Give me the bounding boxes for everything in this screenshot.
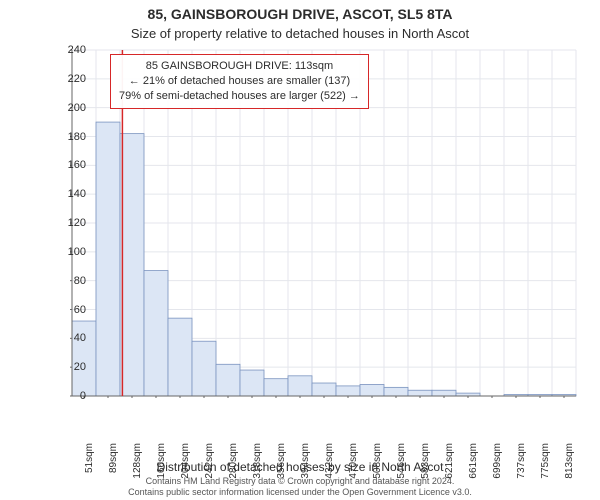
infobox-line2: ← 21% of detached houses are smaller (13… <box>119 74 360 89</box>
y-tick-label: 80 <box>46 275 86 287</box>
y-tick-label: 40 <box>46 332 86 344</box>
x-axis-label: Distribution of detached houses by size … <box>0 460 600 474</box>
y-tick-label: 0 <box>46 390 86 402</box>
y-tick-label: 220 <box>46 73 86 85</box>
y-tick-label: 160 <box>46 159 86 171</box>
chart-infobox: 85 GAINSBOROUGH DRIVE: 113sqm ← 21% of d… <box>110 54 369 109</box>
infobox-line1: 85 GAINSBOROUGH DRIVE: 113sqm <box>119 59 360 74</box>
y-tick-label: 180 <box>46 131 86 143</box>
attribution-line2: Contains public sector information licen… <box>0 487 600 498</box>
y-tick-label: 140 <box>46 188 86 200</box>
y-tick-label: 60 <box>46 304 86 316</box>
y-tick-label: 240 <box>46 44 86 56</box>
chart-plot-area: 85 GAINSBOROUGH DRIVE: 113sqm ← 21% of d… <box>70 48 578 398</box>
attribution-text: Contains HM Land Registry data © Crown c… <box>0 476 600 498</box>
chart-title-sub: Size of property relative to detached ho… <box>0 26 600 41</box>
y-tick-label: 120 <box>46 217 86 229</box>
y-tick-label: 100 <box>46 246 86 258</box>
y-tick-label: 200 <box>46 102 86 114</box>
infobox-line3: 79% of semi-detached houses are larger (… <box>119 89 360 104</box>
chart-title-main: 85, GAINSBOROUGH DRIVE, ASCOT, SL5 8TA <box>0 6 600 22</box>
attribution-line1: Contains HM Land Registry data © Crown c… <box>0 476 600 487</box>
y-tick-label: 20 <box>46 361 86 373</box>
